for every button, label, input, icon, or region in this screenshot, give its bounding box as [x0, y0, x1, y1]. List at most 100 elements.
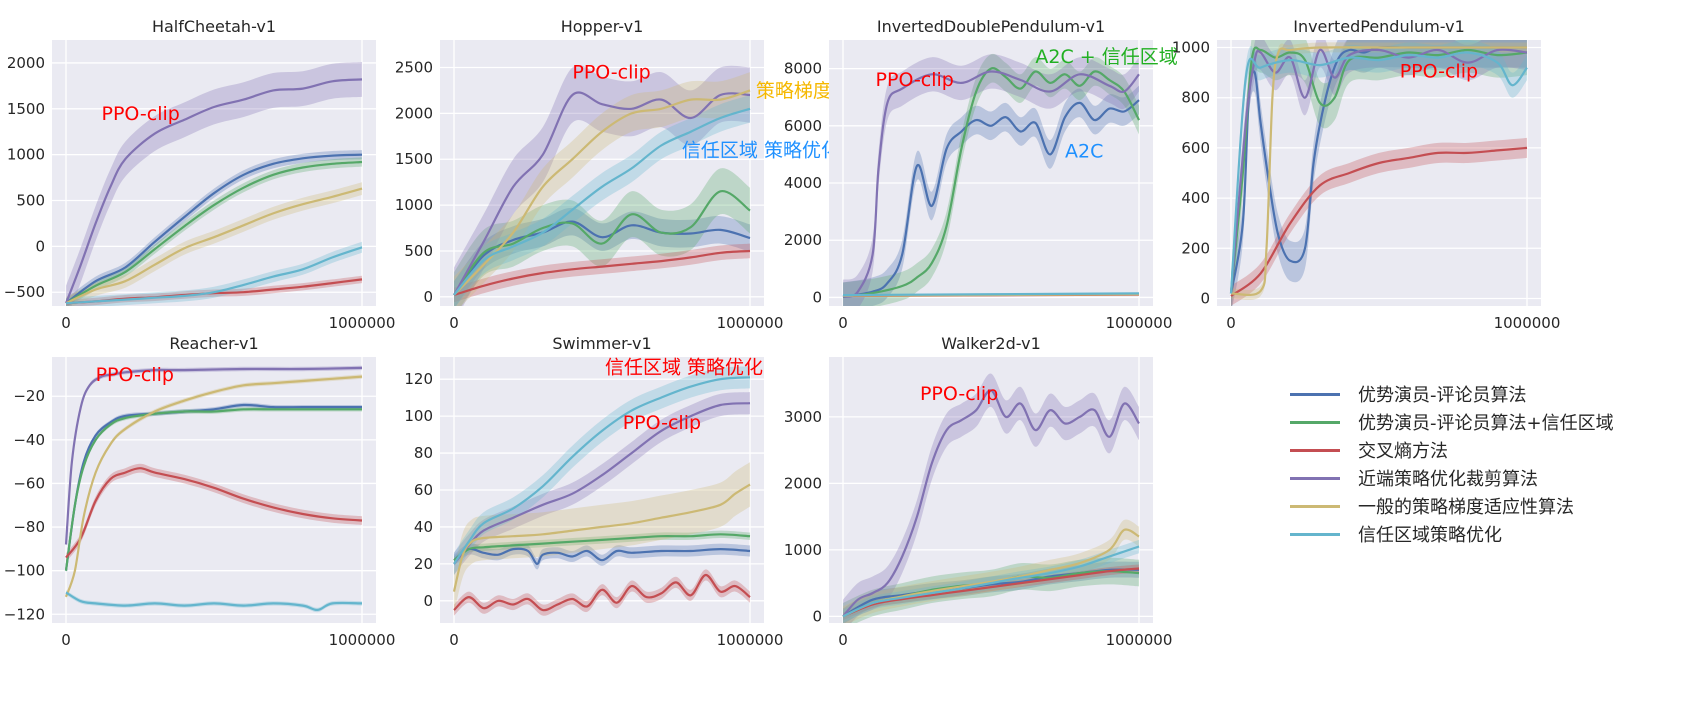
- y-tick-label: 3000: [784, 408, 822, 426]
- band-ppo: [1231, 40, 1527, 306]
- y-tick-label: 0: [423, 592, 433, 610]
- legend-label-trpo: 信任区域策略优化: [1358, 525, 1502, 546]
- plot-background: [829, 40, 1153, 306]
- y-tick-label: −80: [13, 518, 45, 536]
- y-tick-label: 80: [414, 444, 433, 462]
- legend-label-cem: 交叉熵方法: [1358, 441, 1448, 462]
- y-tick-label: 2000: [7, 54, 45, 72]
- chart-swimmer-v1: 0 20 40 60 80 100 120 0 1000000 Swimmer-v1 信任区域 策略…: [404, 334, 783, 649]
- y-tick-label: 1000: [1172, 39, 1210, 57]
- series-line-vpg: [1230, 46, 1527, 297]
- y-tick-label: −60: [13, 474, 45, 492]
- series-line-trpo: [842, 545, 1140, 618]
- plot-area: [64, 62, 363, 306]
- annotation-label: 信任区域 策略优化: [682, 139, 840, 161]
- annotation-label: PPO-clip: [572, 62, 650, 84]
- y-tick-label: 1500: [7, 100, 45, 118]
- band-trpo: [454, 366, 750, 575]
- y-tick-label: 400: [1181, 189, 1210, 207]
- annotation-label: PPO-clip: [876, 69, 954, 91]
- series-line-cem: [453, 249, 751, 297]
- plot-background: [52, 357, 376, 623]
- series-line-ppo: [64, 78, 363, 304]
- legend-swatch-a2c: [1290, 392, 1340, 396]
- chart-invertedpendulum-v1: 0 200 400 600 800 1000 0 1000000 InvertedPendulu…: [1172, 17, 1561, 332]
- plot-area: [452, 366, 751, 616]
- annotation-label: PPO-clip: [623, 412, 701, 434]
- plot-area: [842, 373, 1140, 623]
- y-tick-label: 1000: [395, 196, 433, 214]
- chart-walker2d-v1: 0 1000 2000 3000 0 1000000 Walker2d-v1 PPO-clip: [784, 334, 1173, 649]
- y-tick-label: 0: [812, 288, 822, 306]
- series-line-cem: [842, 567, 1140, 618]
- y-tick-label: 2000: [784, 231, 822, 249]
- y-tick-label: 20: [414, 555, 433, 573]
- y-tick-label: 4000: [784, 174, 822, 192]
- y-tick-label: 2000: [784, 474, 822, 492]
- y-tick-label: 8000: [784, 60, 822, 78]
- x-tick-label: 0: [61, 314, 71, 332]
- x-tick-label: 1000000: [329, 631, 396, 649]
- series-line-trpo: [453, 376, 751, 565]
- series-line-a2c: [65, 153, 363, 305]
- chart-halfcheetah-v1: −500 0 500 1000 1500 2000 0 1000000 HalfCheetah-…: [4, 17, 396, 332]
- band-ppo: [843, 373, 1139, 623]
- y-tick-label: 0: [35, 237, 45, 255]
- legend-label-vpg: 一般的策略梯度适应性算法: [1358, 497, 1574, 518]
- series-line-trpo: [65, 591, 363, 612]
- legend-label-acktr: 优势演员-评论员算法+信任区域: [1358, 413, 1614, 434]
- y-tick-label: 6000: [784, 117, 822, 135]
- y-tick-label: 600: [1181, 139, 1210, 157]
- series-line-trpo: [842, 292, 1140, 297]
- annotation-label: PPO-clip: [102, 103, 180, 125]
- chart-title: Reacher-v1: [169, 334, 258, 353]
- x-tick-label: 0: [838, 314, 848, 332]
- y-tick-label: 100: [404, 407, 433, 425]
- x-tick-label: 0: [61, 631, 71, 649]
- series-line-acktr: [453, 533, 751, 562]
- band-trpo: [454, 95, 750, 306]
- series-line-acktr: [65, 160, 363, 305]
- legend-swatch-ppo: [1290, 476, 1340, 480]
- x-tick-label: 0: [838, 631, 848, 649]
- band-vpg: [66, 182, 362, 306]
- series-line-cem: [65, 467, 363, 559]
- series-line-acktr: [842, 67, 1140, 298]
- y-tick-label: 200: [1181, 239, 1210, 257]
- x-tick-label: 0: [1226, 314, 1236, 332]
- band-ppo: [454, 392, 750, 575]
- series-line-ppo: [1229, 48, 1528, 294]
- legend: 优势演员-评论员算法 优势演员-评论员算法+信任区域 交叉熵方法 近端策略优化裁…: [1290, 380, 1614, 548]
- series-line-vpg: [453, 89, 751, 296]
- plot-area: [842, 53, 1140, 306]
- series-line-ppo: [453, 402, 751, 565]
- series-line-vpg: [64, 375, 363, 598]
- chart-title: HalfCheetah-v1: [152, 17, 276, 36]
- y-tick-label: −20: [13, 387, 45, 405]
- band-ppo: [66, 62, 362, 306]
- legend-item-ppo: 近端策略优化裁剪算法: [1290, 464, 1614, 492]
- series-line-ppo: [64, 366, 363, 545]
- series-line-trpo: [453, 107, 751, 296]
- band-a2c: [1231, 40, 1527, 306]
- annotation-label: 信任区域 策略优化: [605, 357, 763, 379]
- y-tick-label: 0: [1200, 289, 1210, 307]
- legend-swatch-acktr: [1290, 420, 1340, 424]
- band-cem: [843, 564, 1139, 621]
- legend-swatch-vpg: [1290, 504, 1340, 508]
- legend-swatch-cem: [1290, 448, 1340, 452]
- y-tick-label: −40: [13, 431, 45, 449]
- series-line-cem: [1230, 146, 1528, 297]
- series-line-acktr: [453, 190, 751, 296]
- y-tick-label: 0: [423, 288, 433, 306]
- band-cem: [454, 569, 750, 616]
- annotation-label: PPO-clip: [96, 364, 174, 386]
- chart-title: Swimmer-v1: [552, 334, 651, 353]
- band-trpo: [66, 590, 362, 613]
- y-tick-label: −500: [4, 283, 45, 301]
- series-line-vpg: [452, 483, 751, 592]
- y-tick-label: 40: [414, 518, 433, 536]
- y-tick-label: 2000: [395, 104, 433, 122]
- legend-swatch-trpo: [1290, 532, 1340, 536]
